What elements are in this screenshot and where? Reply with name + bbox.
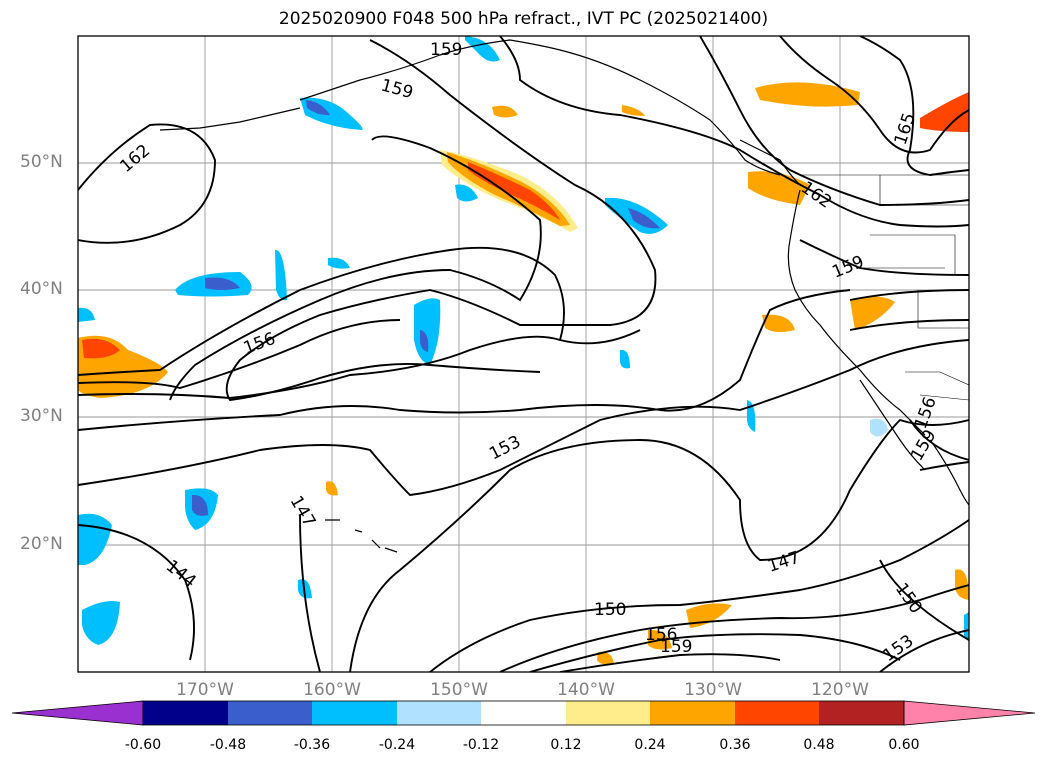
colorbar-segment: [143, 701, 228, 725]
colorbar-segment: [312, 701, 397, 725]
neg-blob-vertical-inner: [420, 330, 429, 352]
pos-blob-baja: [850, 296, 895, 330]
colorbar-tick: 0.12: [550, 737, 582, 753]
contour-label: 144: [162, 556, 200, 592]
colorbar-extend-low: [11, 700, 144, 726]
alaska-coast: [299, 39, 781, 176]
neg-blob-west-edge: [78, 513, 112, 565]
colorbar-segment: [566, 701, 650, 725]
hawaii-islands: [325, 519, 398, 553]
colorbar-tick: -0.12: [462, 737, 500, 753]
neg-blob-aleutian-inner: [306, 100, 330, 116]
bc-coast: [739, 139, 801, 186]
neg-blob-gulf-inner: [628, 208, 660, 229]
neg-blob-small-4: [78, 307, 95, 322]
lon-label-150w: 150°W: [430, 680, 488, 700]
baja-peninsula: [859, 379, 926, 471]
positive-anomaly-fills: [78, 82, 969, 665]
contour-label: 147: [286, 493, 320, 531]
neg-blob-small-1: [455, 184, 478, 202]
contour-label: 147: [765, 548, 802, 577]
neg-blob-stripe: [275, 249, 287, 301]
contour-label: 153: [879, 631, 917, 666]
neg-blob-central-inner: [205, 277, 240, 290]
neg-blob-small-6: [298, 579, 312, 599]
map-frame: [77, 35, 970, 673]
pos-blob-se: [955, 569, 969, 600]
aleutian-chain: [159, 107, 301, 131]
colorbar-tick: -0.48: [209, 737, 247, 753]
pos-blob-nw-coast: [755, 82, 860, 107]
pos-blob-ne: [920, 92, 969, 132]
colorbar-segment: [650, 701, 735, 725]
contour-labels: 159 159 162 165 162 159 156 153 147 144 …: [116, 40, 940, 666]
colorbar-segment: [735, 701, 819, 725]
map-title: 2025020900 F048 500 hPa refract., IVT PC…: [278, 9, 769, 29]
pos-blob-small-2: [622, 105, 645, 116]
pos-blob-small-4: [597, 651, 614, 665]
lon-label-140w: 140°W: [557, 680, 615, 700]
pos-blob-west-inner: [82, 338, 120, 359]
us-west-coast: [787, 189, 926, 436]
lat-label-20n: 20°N: [20, 534, 63, 554]
contour-label: 150: [594, 600, 626, 620]
lon-label-120w: 120°W: [811, 680, 869, 700]
contour-label: 156: [241, 329, 278, 359]
colorbar-tick: -0.60: [124, 737, 162, 753]
lat-label-40n: 40°N: [20, 279, 63, 299]
pos-blob-south: [686, 603, 732, 628]
neg-blob-small-7: [328, 257, 350, 269]
contour-label: 165: [891, 110, 920, 147]
pos-blob-small-1: [492, 105, 518, 118]
lon-label-170w: 170°W: [176, 680, 234, 700]
contour-label: 159: [379, 76, 416, 104]
colorbar-segment: [819, 701, 904, 725]
height-contours: [78, 36, 969, 672]
colorbar-tick: -0.36: [293, 737, 331, 753]
neg-blob-small-8: [964, 612, 969, 640]
lat-label-50n: 50°N: [20, 152, 63, 172]
pos-blob-ar-inner: [468, 162, 560, 220]
coastlines: [159, 39, 969, 553]
gridlines: [78, 36, 969, 672]
contour-label: 156: [911, 394, 941, 431]
contour-label: 159: [430, 40, 462, 60]
political-borders: [800, 174, 969, 401]
colorbar-segment: [481, 701, 566, 725]
neg-blob-top: [465, 36, 500, 62]
lat-label-30n: 30°N: [20, 406, 63, 426]
colorbar-segment: [397, 701, 481, 725]
lon-label-130w: 130°W: [684, 680, 742, 700]
lon-label-160w: 160°W: [303, 680, 361, 700]
colorbar-tick: 0.60: [888, 737, 920, 753]
contour-label: 153: [486, 432, 524, 465]
colorbar-tick: 0.36: [719, 737, 751, 753]
pos-blob-small-3: [326, 481, 338, 496]
neg-blob-sw-inner: [192, 494, 208, 516]
mexico-coast: [929, 439, 969, 506]
colorbar-tick: 0.24: [634, 737, 666, 753]
neg-blob-small-5: [870, 418, 888, 437]
neg-blob-small-3: [620, 349, 630, 369]
contour-label: 159: [660, 637, 692, 657]
colorbar-tick: 0.48: [803, 737, 835, 753]
contour-label: 156: [645, 625, 677, 645]
negative-anomaly-fills: [78, 36, 969, 645]
colorbar-extend-high: [903, 700, 1036, 726]
neg-blob-sw-2: [82, 601, 120, 645]
colorbar-segment: [228, 701, 312, 725]
pos-blob-mid: [762, 314, 795, 333]
map-panel: 159 159 162 165 162 159 156 153 147 144 …: [77, 35, 970, 673]
colorbar: [11, 700, 1036, 726]
colorbar-tick: -0.24: [378, 737, 416, 753]
neg-blob-small-2: [746, 400, 756, 432]
neg-blob-vertical: [414, 298, 441, 365]
